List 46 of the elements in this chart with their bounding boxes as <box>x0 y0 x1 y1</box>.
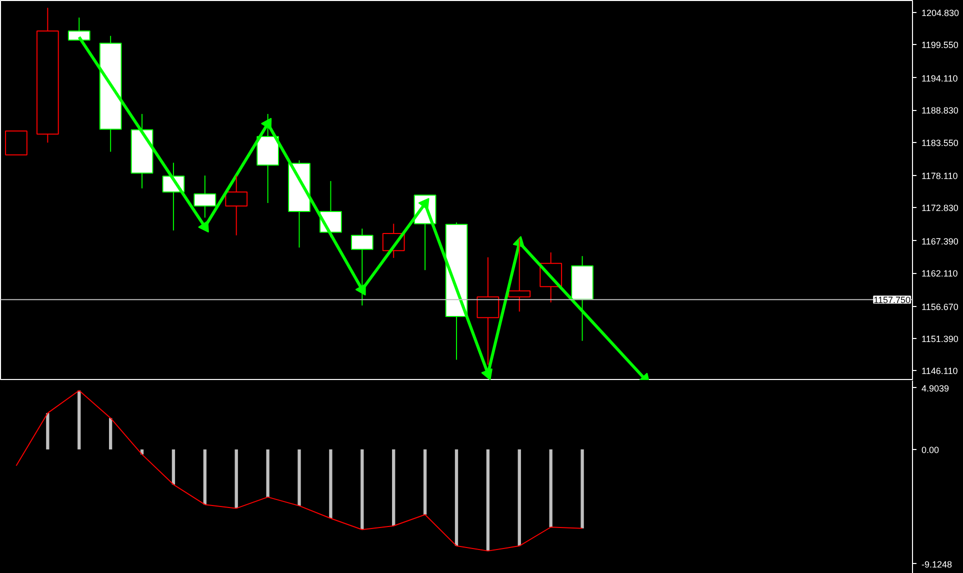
candlestick <box>508 238 531 312</box>
bar <box>580 449 584 528</box>
bar <box>423 449 427 515</box>
y-tick-label: 1188.830 <box>922 106 958 116</box>
y-tick-label: 0.00 <box>922 444 940 455</box>
bar <box>298 449 301 506</box>
bar <box>549 449 552 528</box>
bar <box>518 449 521 546</box>
candlestick <box>225 175 248 236</box>
y-tick-label: 1178.110 <box>922 170 958 181</box>
y-tick-label: 1156.670 <box>922 302 958 312</box>
y-tick-label: 1183.550 <box>922 138 958 148</box>
ref-line-label: 1157.750 <box>874 295 911 306</box>
bar <box>392 449 396 526</box>
y-tick-label: 1172.830 <box>922 203 958 214</box>
bar <box>203 449 206 505</box>
y-tick-label: 1204.830 <box>922 8 960 18</box>
candlestick <box>36 7 59 144</box>
bar <box>266 449 270 498</box>
y-tick-label: 1151.390 <box>922 334 958 344</box>
bar <box>360 449 364 530</box>
candlestick <box>130 113 154 189</box>
candlestick <box>194 175 216 218</box>
bar <box>172 449 176 485</box>
point <box>355 284 366 296</box>
bar <box>108 418 112 450</box>
y-tick-label: -9.1248 <box>922 559 952 570</box>
candlestick <box>350 228 374 306</box>
bar <box>486 449 490 551</box>
y-tick-label: 1162.110 <box>922 268 958 279</box>
bar <box>329 449 332 518</box>
line-series <box>16 390 583 552</box>
y-tick-label: 4.9039 <box>922 383 950 394</box>
candlestick <box>256 113 280 204</box>
y-tick-label: 1194.110 <box>922 73 958 84</box>
y-tick-label: 1146.110 <box>922 366 958 376</box>
point <box>198 220 209 233</box>
bar <box>46 413 50 450</box>
point <box>481 368 492 380</box>
bar <box>454 449 458 546</box>
bar <box>234 449 238 508</box>
y-tick-label: 1199.550 <box>922 40 958 50</box>
candlestick <box>476 256 500 366</box>
candlestick <box>571 256 594 342</box>
y-tick-label: 1167.390 <box>922 236 958 246</box>
bar <box>78 390 81 450</box>
